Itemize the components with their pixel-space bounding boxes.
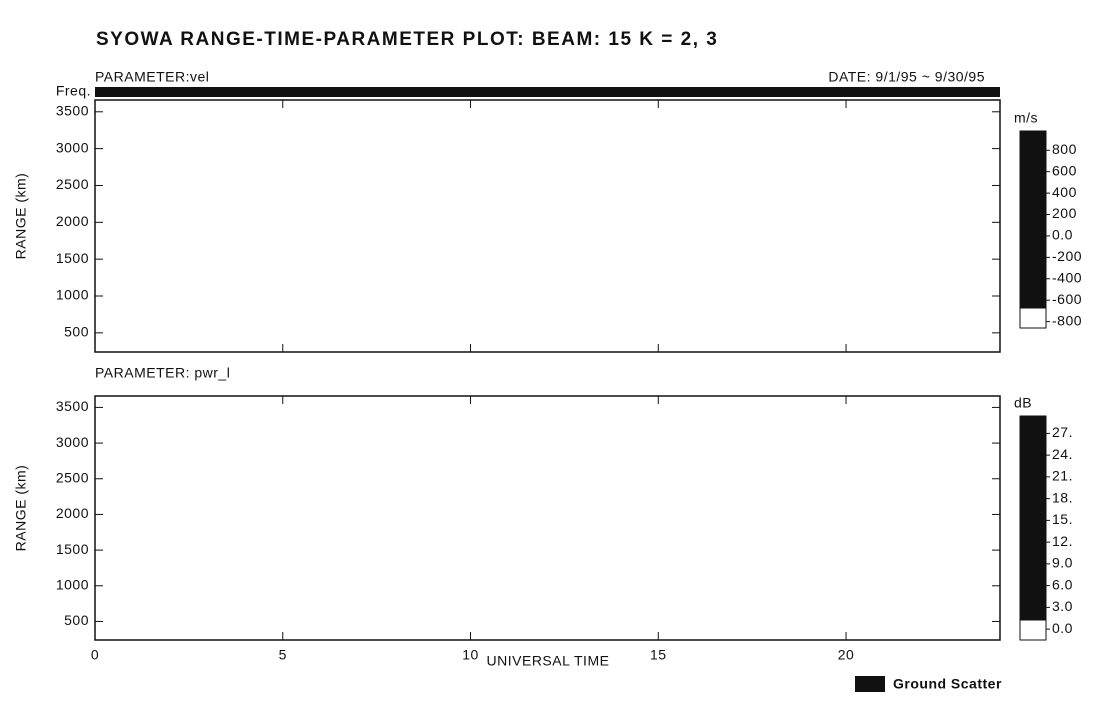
y-tick-label: 2500 [56, 176, 89, 192]
colorbar-tick-label: 15. [1052, 511, 1073, 527]
y-tick-label: 3500 [56, 102, 89, 118]
legend-text: Ground Scatter [893, 676, 1002, 692]
colorbar-unit: dB [1014, 395, 1032, 411]
colorbar-low [1019, 307, 1047, 329]
y-axis-label: RANGE (km) [13, 465, 29, 552]
colorbar-tick-label: 9.0 [1052, 555, 1073, 571]
x-tick-label: 15 [650, 647, 667, 663]
colorbar [1019, 130, 1047, 329]
colorbar [1019, 415, 1047, 641]
y-axis-label: RANGE (km) [13, 173, 29, 260]
y-tick-label: 3000 [56, 434, 89, 450]
parameter-label: PARAMETER: pwr_l [95, 365, 230, 381]
colorbar-tick-label: 27. [1052, 424, 1073, 440]
y-tick-label: 500 [64, 612, 89, 628]
colorbar-tick-label: 24. [1052, 446, 1073, 462]
colorbar-unit: m/s [1014, 110, 1038, 126]
y-tick-label: 1500 [56, 541, 89, 557]
y-tick-label: 2000 [56, 505, 89, 521]
x-axis-label: UNIVERSAL TIME [487, 653, 610, 669]
freq-bar [95, 87, 1000, 97]
colorbar-tick-label: 6.0 [1052, 576, 1073, 592]
colorbar-tick-label: 600 [1052, 162, 1077, 178]
y-tick-label: 500 [64, 324, 89, 340]
colorbar-tick-label: 0.0 [1052, 620, 1073, 636]
colorbar-tick-label: -200 [1052, 248, 1082, 264]
colorbar-tick-label: 12. [1052, 533, 1073, 549]
y-tick-label: 1000 [56, 576, 89, 592]
colorbar-tick-label: 21. [1052, 468, 1073, 484]
title: SYOWA RANGE-TIME-PARAMETER PLOT: BEAM: 1… [96, 29, 718, 50]
y-tick-label: 2500 [56, 469, 89, 485]
date-label: DATE: 9/1/95 ~ 9/30/95 [828, 69, 985, 85]
plot-frame [94, 395, 1001, 641]
x-tick-label: 0 [91, 647, 99, 663]
freq-label: Freq. [56, 83, 91, 99]
colorbar-tick-label: 400 [1052, 184, 1077, 200]
colorbar-tick-label: 200 [1052, 205, 1077, 221]
y-tick-label: 3000 [56, 139, 89, 155]
colorbar-tick-label: 18. [1052, 489, 1073, 505]
y-tick-label: 1000 [56, 287, 89, 303]
legend-swatch [855, 676, 885, 692]
colorbar-tick-label: -600 [1052, 291, 1082, 307]
colorbar-tick-label: 3.0 [1052, 598, 1073, 614]
colorbar-tick-label: -800 [1052, 312, 1082, 328]
x-tick-label: 10 [462, 647, 479, 663]
colorbar-low [1019, 619, 1047, 641]
x-tick-label: 5 [279, 647, 287, 663]
parameter-label: PARAMETER:vel [95, 69, 209, 85]
y-tick-label: 3500 [56, 398, 89, 414]
colorbar-tick-label: -400 [1052, 269, 1082, 285]
y-tick-label: 2000 [56, 213, 89, 229]
colorbar-tick-label: 0.0 [1052, 227, 1073, 243]
plot-frame [94, 99, 1001, 353]
y-tick-label: 1500 [56, 250, 89, 266]
colorbar-tick-label: 800 [1052, 141, 1077, 157]
x-tick-label: 20 [838, 647, 855, 663]
